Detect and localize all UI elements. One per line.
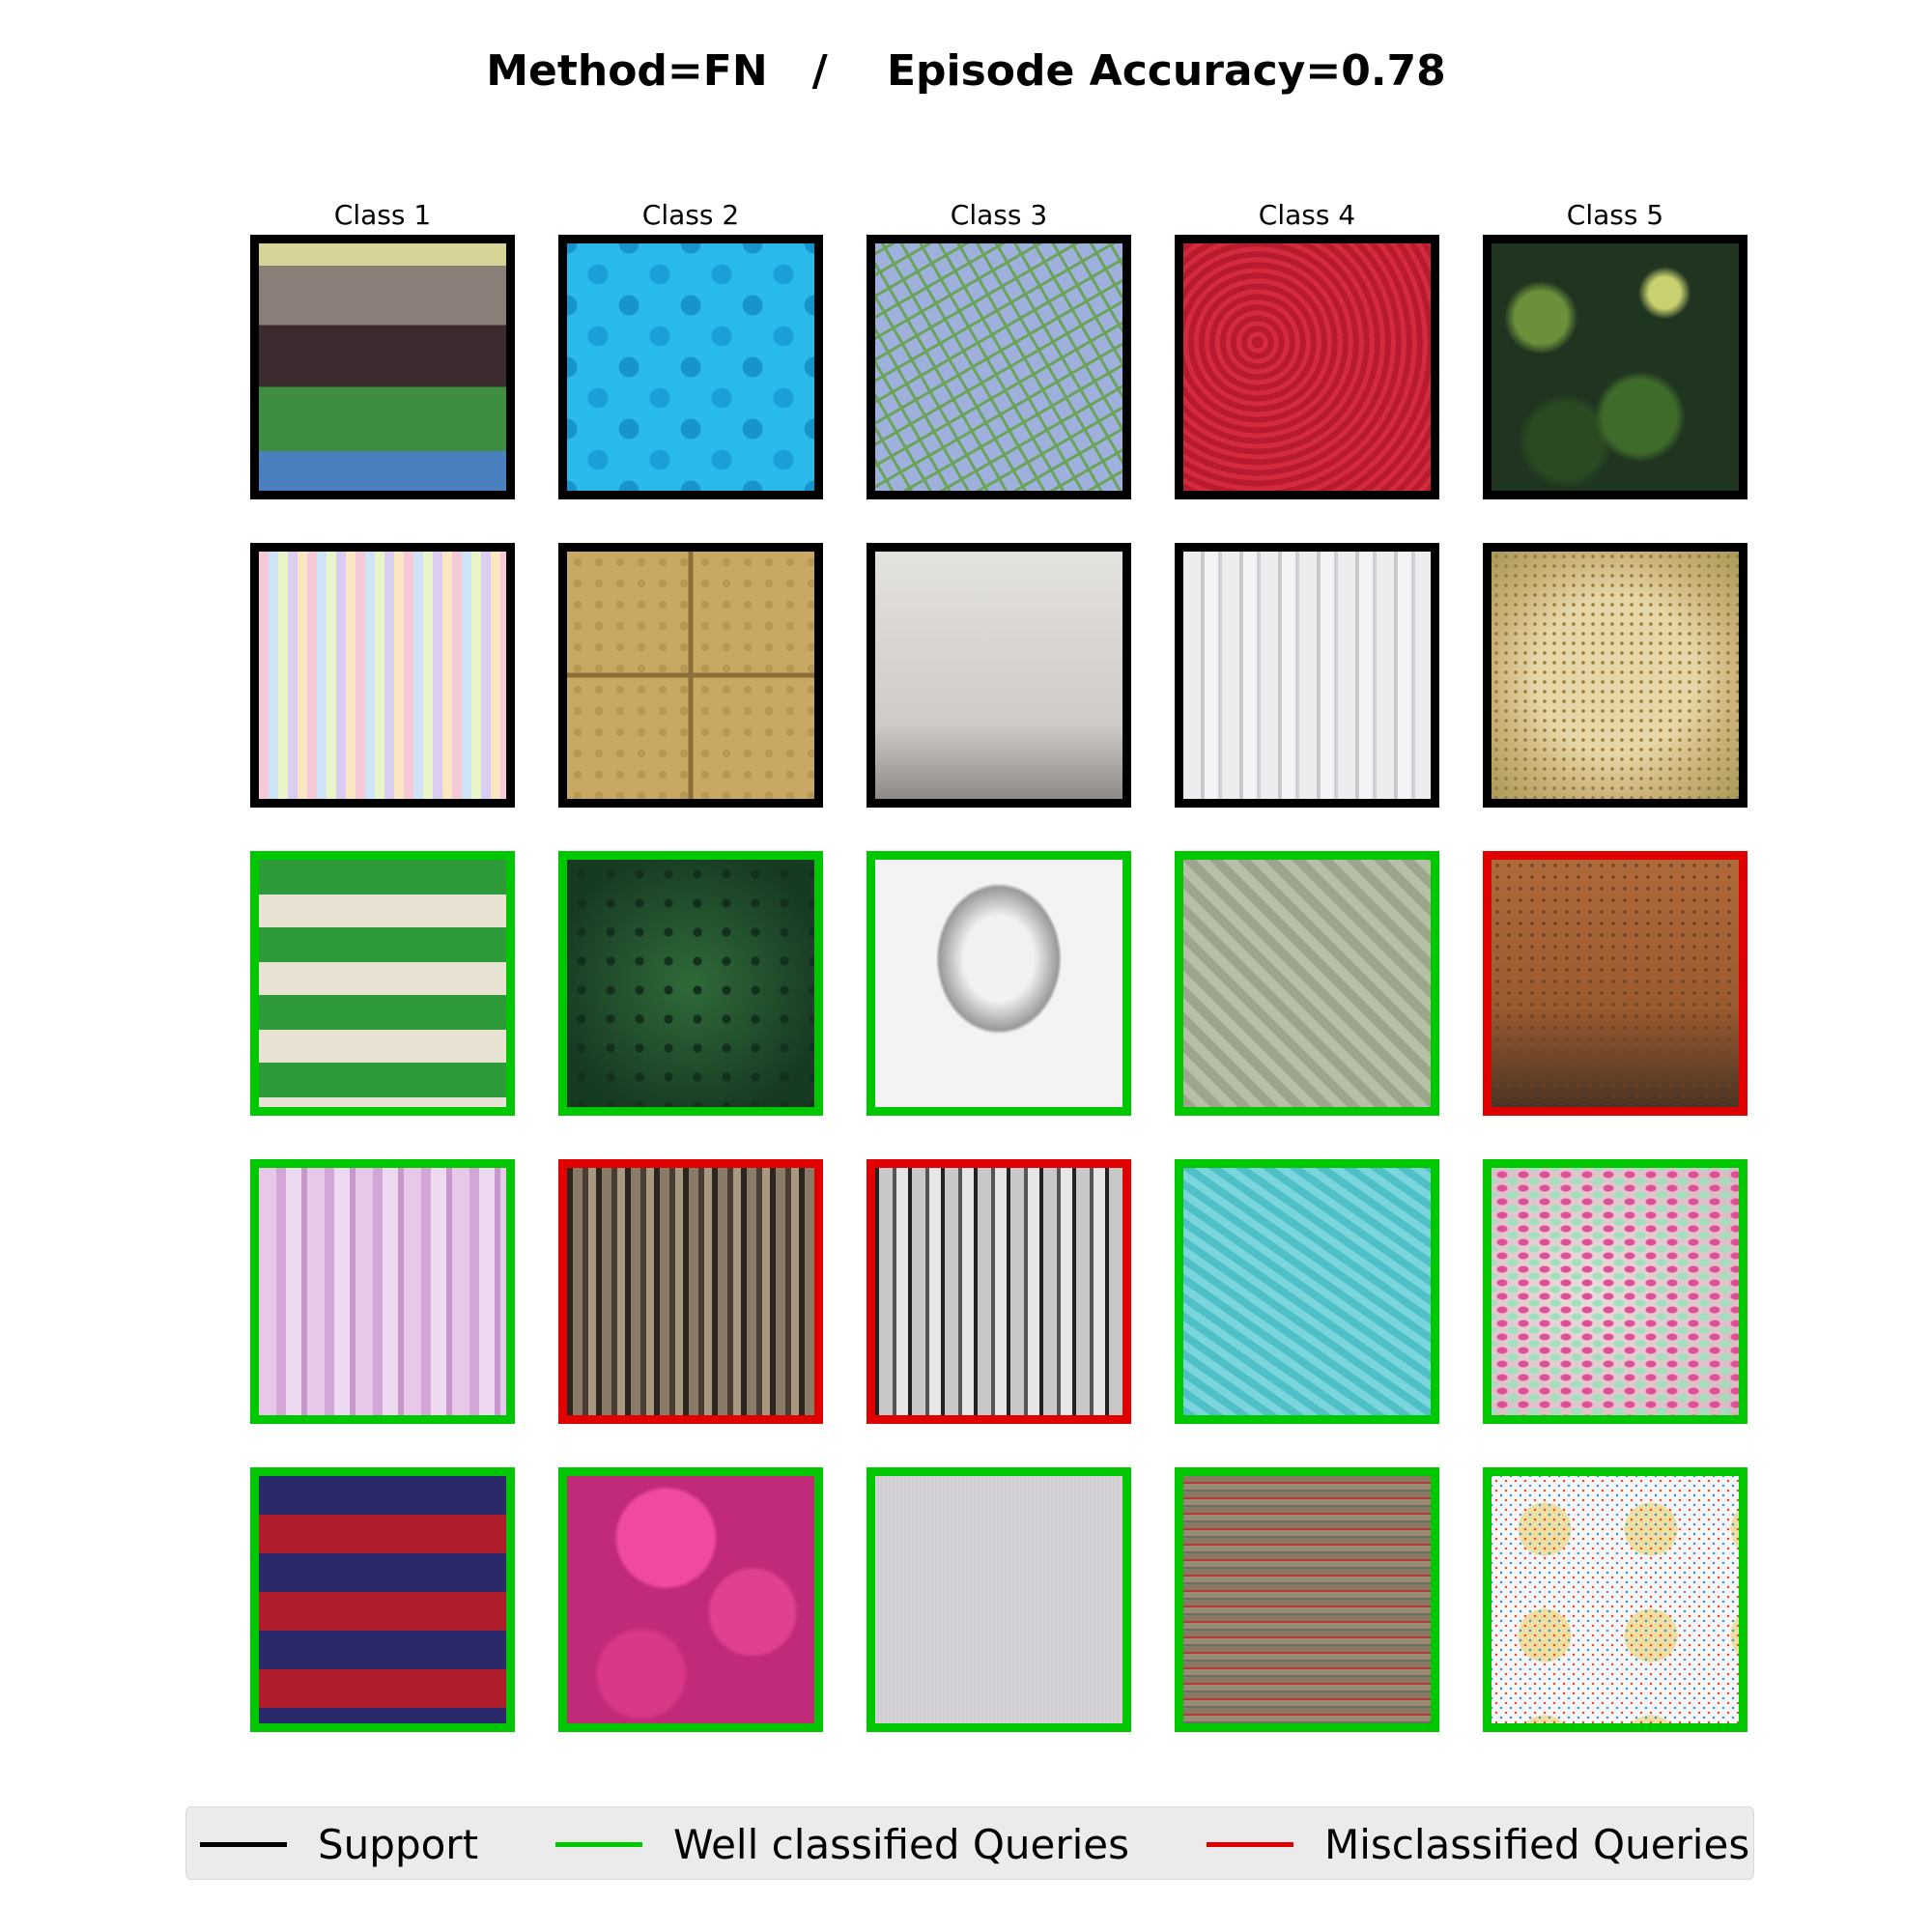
well-classified-query-image: [250, 1467, 515, 1732]
texture-image: [875, 1476, 1122, 1723]
texture-image: [1492, 552, 1739, 799]
support-image: [1483, 543, 1747, 808]
figure-title: Method=FN / Episode Accuracy=0.78: [486, 46, 1446, 96]
legend-line-support: [200, 1841, 287, 1847]
texture-image: [567, 552, 814, 799]
support-image: [1175, 543, 1439, 808]
misclassified-query-image: [867, 1159, 1131, 1424]
well-classified-query-image: [1483, 1467, 1747, 1732]
texture-image: [259, 243, 506, 491]
well-classified-query-image: [1175, 1159, 1439, 1424]
texture-image: [259, 552, 506, 799]
column-label: Class 3: [950, 199, 1048, 231]
texture-image: [875, 552, 1122, 799]
legend-label-support: Support: [318, 1820, 479, 1868]
texture-image: [1183, 243, 1431, 491]
texture-image: [1492, 243, 1739, 491]
support-image: [867, 543, 1131, 808]
texture-image: [875, 243, 1122, 491]
legend-line-mis: [1207, 1841, 1293, 1847]
texture-image: [567, 860, 814, 1107]
texture-image: [1183, 1168, 1431, 1415]
well-classified-query-image: [867, 851, 1131, 1116]
well-classified-query-image: [250, 1159, 515, 1424]
legend-item-mis: Misclassified Queries: [1207, 1807, 1749, 1881]
texture-image: [567, 1168, 814, 1415]
texture-image: [1492, 860, 1739, 1107]
texture-image: [567, 1476, 814, 1723]
legend-label-well: Well classified Queries: [673, 1820, 1130, 1868]
support-image: [1483, 235, 1747, 499]
texture-image: [875, 1168, 1122, 1415]
texture-image: [259, 1476, 506, 1723]
column-label: Class 5: [1566, 199, 1664, 231]
texture-image: [1183, 860, 1431, 1107]
legend-item-support: Support: [200, 1807, 478, 1881]
texture-image: [1183, 552, 1431, 799]
well-classified-query-image: [867, 1467, 1131, 1732]
texture-image: [259, 1168, 506, 1415]
column-label: Class 1: [333, 199, 432, 231]
legend-line-well: [555, 1841, 642, 1847]
well-classified-query-image: [1175, 851, 1439, 1116]
support-image: [1175, 235, 1439, 499]
support-image: [558, 543, 823, 808]
well-classified-query-image: [1175, 1467, 1439, 1732]
texture-image: [567, 243, 814, 491]
texture-image: [259, 860, 506, 1107]
well-classified-query-image: [250, 851, 515, 1116]
column-label: Class 2: [641, 199, 740, 231]
support-image: [867, 235, 1131, 499]
support-image: [558, 235, 823, 499]
legend-label-mis: Misclassified Queries: [1324, 1820, 1750, 1868]
well-classified-query-image: [558, 1467, 823, 1732]
well-classified-query-image: [1483, 1159, 1747, 1424]
legend: Support Well classified Queries Misclass…: [185, 1806, 1754, 1880]
texture-image: [1492, 1168, 1739, 1415]
misclassified-query-image: [1483, 851, 1747, 1116]
misclassified-query-image: [558, 1159, 823, 1424]
texture-image: [1492, 1476, 1739, 1723]
texture-image: [875, 860, 1122, 1107]
well-classified-query-image: [558, 851, 823, 1116]
column-label: Class 4: [1258, 199, 1356, 231]
support-image: [250, 543, 515, 808]
support-image: [250, 235, 515, 499]
legend-item-well: Well classified Queries: [555, 1807, 1129, 1881]
texture-image: [1183, 1476, 1431, 1723]
